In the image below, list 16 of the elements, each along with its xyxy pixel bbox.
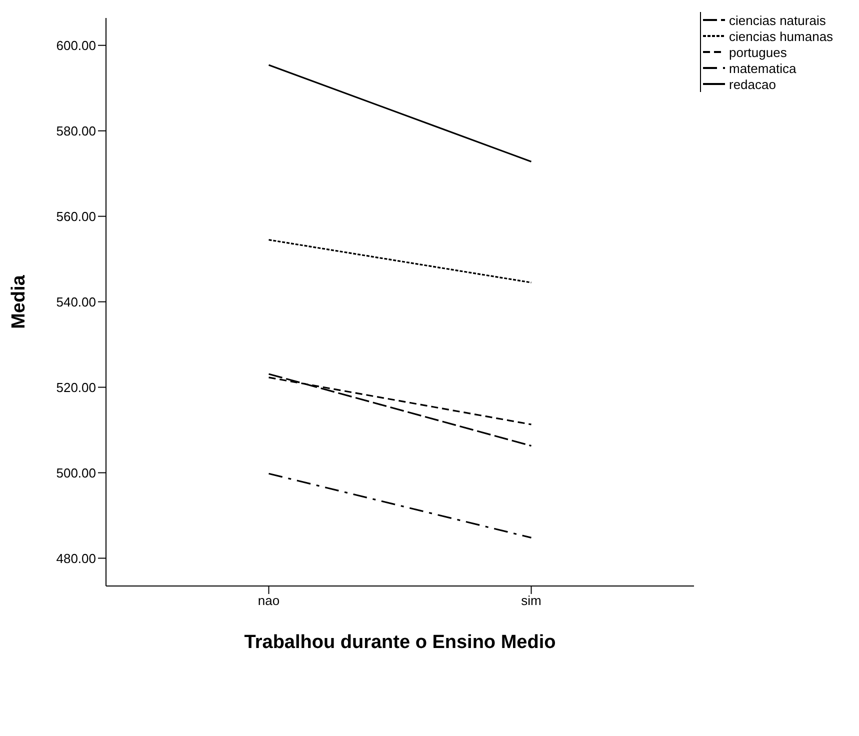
legend-label: matematica [729,60,796,76]
y-tick-label: 600.00 [56,38,96,53]
x-tick-label: sim [521,593,542,608]
legend-label: redacao [729,76,776,92]
legend-label: ciencias humanas [729,28,834,44]
y-tick-label: 580.00 [56,123,96,138]
y-tick-label: 480.00 [56,550,96,566]
x-tick-label: nao [258,593,280,608]
x-axis-title: Trabalhou durante o Ensino Medio [244,632,556,653]
y-axis-title: Media [8,274,30,329]
legend-label: ciencias naturais [729,12,826,28]
y-tick-label: 520.00 [56,380,96,395]
y-tick-label: 560.00 [56,208,96,224]
y-tick-label: 500.00 [56,465,96,480]
y-tick-label: 540.00 [56,294,96,310]
legend-label: portugues [729,44,787,60]
